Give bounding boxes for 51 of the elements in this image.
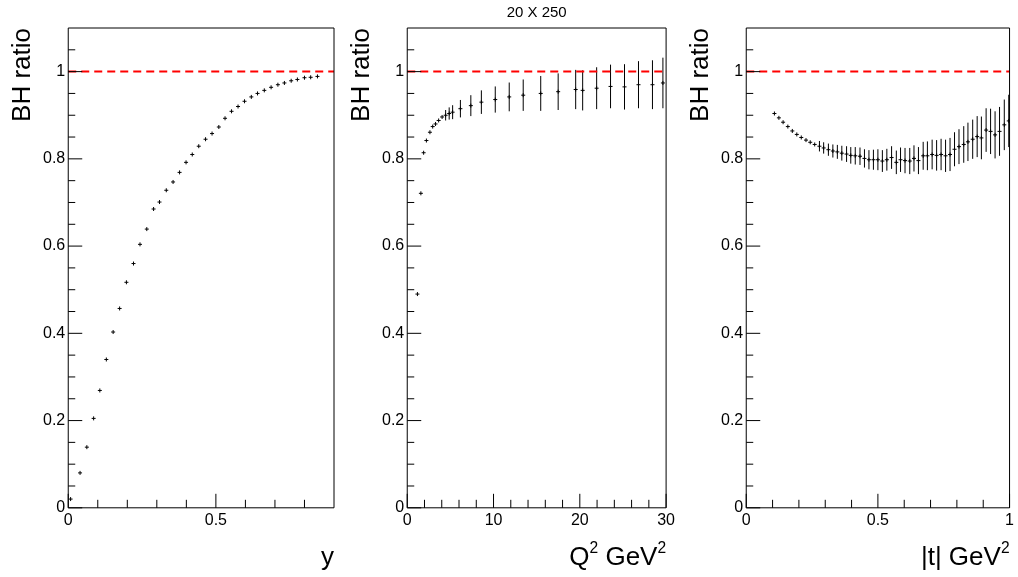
y-tick-label: 0.4: [720, 323, 744, 341]
point: [144, 226, 150, 232]
chart-title: 20 X 250: [506, 3, 567, 20]
y-tick-label: 0: [395, 498, 405, 516]
y-tick-label: 0.8: [42, 149, 66, 167]
y-tick-label: 0.6: [720, 236, 744, 254]
point: [275, 82, 281, 88]
x-tick-label: 0.5: [866, 510, 890, 528]
y-tick-label: 0.6: [381, 236, 405, 254]
y-tick-label: 0.6: [42, 236, 66, 254]
y-tick-label: 1: [56, 62, 66, 80]
point: [776, 115, 782, 121]
y-axis-title: BH ratio: [345, 28, 375, 122]
x-tick-label: 0.5: [204, 510, 228, 528]
y-tick-label: 0.2: [720, 410, 744, 428]
y-axis-title: BH ratio: [684, 28, 714, 122]
x-tick-label: 10: [484, 510, 503, 528]
point: [151, 206, 157, 212]
point: [216, 124, 222, 130]
point: [110, 329, 116, 335]
point: [427, 129, 433, 135]
point: [222, 115, 228, 121]
y-tick-label: 0.4: [42, 323, 66, 341]
y-axis-title: BH ratio: [6, 28, 36, 122]
point: [418, 190, 424, 196]
point: [183, 159, 189, 165]
x-tick-label: 30: [657, 510, 676, 528]
y-tick-label: 0: [56, 498, 66, 516]
point: [68, 496, 74, 502]
point: [209, 131, 215, 137]
y-tick-label: 1: [734, 62, 744, 80]
y-tick-label: 0.2: [42, 410, 66, 428]
x-tick-label: 1: [1005, 510, 1015, 528]
point: [248, 94, 254, 100]
y-tick-label: 0: [734, 498, 744, 516]
point: [268, 84, 274, 90]
y-tick-label: 0.8: [381, 149, 405, 167]
y-tick-label: 1: [395, 62, 405, 80]
point: [235, 104, 241, 110]
point: [281, 80, 287, 86]
y-tick-label: 0.2: [381, 410, 405, 428]
y-tick-label: 0.4: [381, 323, 405, 341]
y-tick-label: 0.8: [720, 149, 744, 167]
x-tick-label: 20: [570, 510, 589, 528]
point: [414, 291, 420, 297]
point: [170, 179, 176, 185]
point: [137, 241, 143, 247]
x-axis-title: y: [321, 541, 334, 571]
point: [156, 199, 162, 205]
point: [780, 119, 786, 125]
point: [77, 470, 83, 476]
